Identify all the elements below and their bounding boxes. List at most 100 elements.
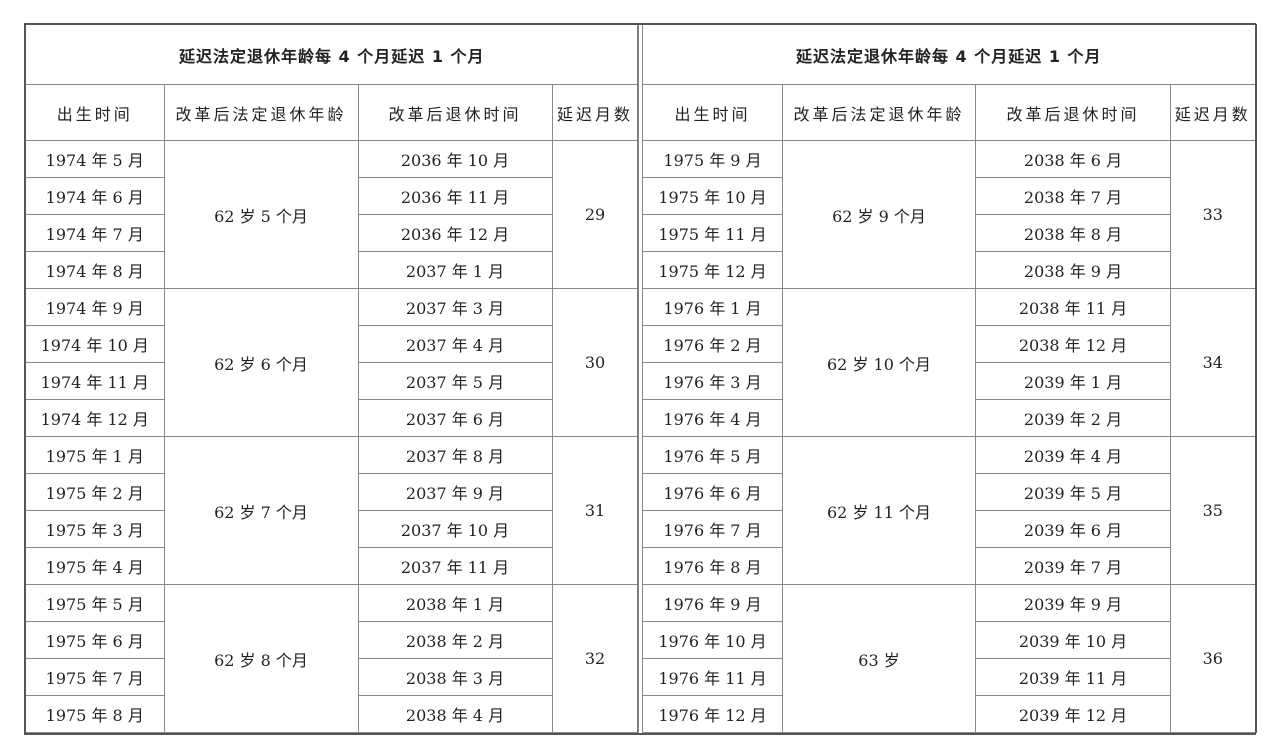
retirement-date-cell: 2038 年 4 月 (357, 695, 553, 733)
table-row: 1975 年 10 月 2038 年 7 月 (642, 177, 1256, 215)
birth-date-cell: 1974 年 10 月 (24, 325, 165, 363)
birth-date-cell: 1974 年 11 月 (24, 362, 165, 400)
retirement-date-cell: 2039 年 6 月 (975, 510, 1171, 548)
column-header: 改革后法定退休年龄 (163, 84, 359, 141)
top-border (24, 23, 1256, 25)
birth-date-cell: 1975 年 1 月 (24, 436, 165, 474)
table-row: 1975 年 6 月 2038 年 2 月 (24, 621, 638, 659)
delay-months-cell: 32 (551, 584, 639, 733)
table-row: 1975 年 8 月 2038 年 4 月 (24, 695, 638, 733)
retirement-date-cell: 2038 年 8 月 (975, 214, 1171, 252)
retirement-age-cell: 62 岁 9 个月 (782, 140, 976, 289)
retirement-table-left: 延迟法定退休年龄每 4 个月延迟 1 个月 出生时间 改革后法定退休年龄 改革后退休时… (24, 24, 639, 733)
retirement-date-cell: 2039 年 12 月 (975, 695, 1171, 733)
retirement-date-cell: 2039 年 9 月 (975, 584, 1171, 622)
retirement-date-cell: 2037 年 1 月 (357, 251, 553, 289)
table-row: 1976 年 10 月 2039 年 10 月 (642, 621, 1256, 659)
birth-date-cell: 1975 年 6 月 (24, 621, 165, 659)
column-header: 延迟月数 (1170, 84, 1256, 141)
retirement-age-cell: 63 岁 (782, 584, 976, 733)
retirement-date-cell: 2036 年 12 月 (357, 214, 553, 252)
retirement-date-cell: 2037 年 4 月 (357, 325, 553, 363)
retirement-date-cell: 2037 年 10 月 (357, 510, 553, 548)
retirement-date-cell: 2038 年 2 月 (357, 621, 553, 659)
retirement-date-cell: 2039 年 7 月 (975, 547, 1171, 585)
birth-date-cell: 1975 年 2 月 (24, 473, 165, 511)
birth-date-cell: 1976 年 7 月 (642, 510, 783, 548)
retirement-date-cell: 2037 年 11 月 (357, 547, 553, 585)
table-row: 1975 年 11 月 2038 年 8 月 (642, 214, 1256, 252)
table-row: 1975 年 5 月 62 岁 8 个月 2038 年 1 月 32 (24, 584, 639, 733)
retirement-date-cell: 2038 年 12 月 (975, 325, 1171, 363)
table-row: 1976 年 12 月 2039 年 12 月 (642, 695, 1256, 733)
birth-date-cell: 1975 年 10 月 (642, 177, 783, 215)
table-title: 延迟法定退休年龄每 4 个月延迟 1 个月 (642, 24, 1256, 85)
bottom-border (24, 733, 1256, 735)
birth-date-cell: 1976 年 2 月 (642, 325, 783, 363)
header-row: 出生时间 改革后法定退休年龄 改革后退休时间 延迟月数 (642, 84, 1256, 141)
birth-date-cell: 1975 年 8 月 (24, 695, 165, 733)
retirement-age-cell: 62 岁 6 个月 (163, 288, 359, 437)
table-row: 1974 年 8 月 2037 年 1 月 (24, 251, 638, 289)
birth-date-cell: 1975 年 12 月 (642, 251, 783, 289)
retirement-date-cell: 2037 年 3 月 (357, 288, 553, 326)
birth-date-cell: 1974 年 7 月 (24, 214, 165, 252)
column-header: 出生时间 (642, 84, 783, 141)
table-row: 1976 年 1 月 62 岁 10 个月 2038 年 11 月 34 (642, 288, 1256, 437)
retirement-age-cell: 62 岁 5 个月 (163, 140, 359, 289)
table-row: 1975 年 12 月 2038 年 9 月 (642, 251, 1256, 289)
retirement-date-cell: 2039 年 5 月 (975, 473, 1171, 511)
delay-months-cell: 29 (551, 140, 639, 289)
delay-months-cell: 35 (1170, 436, 1256, 585)
table-row: 1974 年 5 月 62 岁 5 个月 2036 年 10 月 29 (24, 140, 639, 289)
column-header: 延迟月数 (551, 84, 639, 141)
retirement-table-right: 延迟法定退休年龄每 4 个月延迟 1 个月 出生时间 改革后法定退休年龄 改革后退休时… (642, 24, 1257, 733)
birth-date-cell: 1976 年 12 月 (642, 695, 783, 733)
birth-date-cell: 1975 年 5 月 (24, 584, 165, 622)
table-row: 1975 年 2 月 2037 年 9 月 (24, 473, 638, 511)
table-row: 1974 年 6 月 2036 年 11 月 (24, 177, 638, 215)
table-row: 1976 年 7 月 2039 年 6 月 (642, 510, 1256, 548)
retirement-date-cell: 2038 年 1 月 (357, 584, 553, 622)
table-row: 1976 年 3 月 2039 年 1 月 (642, 362, 1256, 400)
column-header: 出生时间 (24, 84, 165, 141)
retirement-date-cell: 2037 年 5 月 (357, 362, 553, 400)
retirement-date-cell: 2038 年 6 月 (975, 140, 1171, 178)
retirement-date-cell: 2036 年 11 月 (357, 177, 553, 215)
birth-date-cell: 1976 年 6 月 (642, 473, 783, 511)
retirement-date-cell: 2036 年 10 月 (357, 140, 553, 178)
table-row: 1975 年 1 月 62 岁 7 个月 2037 年 8 月 31 (24, 436, 639, 585)
retirement-date-cell: 2037 年 9 月 (357, 473, 553, 511)
retirement-date-cell: 2038 年 11 月 (975, 288, 1171, 326)
retirement-age-cell: 62 岁 11 个月 (782, 436, 976, 585)
birth-date-cell: 1976 年 11 月 (642, 658, 783, 696)
delay-months-cell: 34 (1170, 288, 1256, 437)
birth-date-cell: 1975 年 3 月 (24, 510, 165, 548)
birth-date-cell: 1976 年 8 月 (642, 547, 783, 585)
delay-months-cell: 36 (1170, 584, 1256, 733)
birth-date-cell: 1975 年 4 月 (24, 547, 165, 585)
retirement-age-cell: 62 岁 10 个月 (782, 288, 976, 437)
birth-date-cell: 1976 年 1 月 (642, 288, 783, 326)
retirement-date-cell: 2038 年 7 月 (975, 177, 1171, 215)
retirement-date-cell: 2039 年 10 月 (975, 621, 1171, 659)
table-row: 1974 年 10 月 2037 年 4 月 (24, 325, 638, 363)
table-divider (637, 24, 638, 734)
table-title: 延迟法定退休年龄每 4 个月延迟 1 个月 (24, 24, 639, 85)
birth-date-cell: 1975 年 9 月 (642, 140, 783, 178)
retirement-date-cell: 2038 年 3 月 (357, 658, 553, 696)
retirement-date-cell: 2039 年 4 月 (975, 436, 1171, 474)
birth-date-cell: 1976 年 4 月 (642, 399, 783, 437)
table-row: 1975 年 9 月 62 岁 9 个月 2038 年 6 月 33 (642, 140, 1256, 289)
birth-date-cell: 1974 年 12 月 (24, 399, 165, 437)
table-row: 1976 年 9 月 63 岁 2039 年 9 月 36 (642, 584, 1256, 733)
retirement-date-cell: 2039 年 2 月 (975, 399, 1171, 437)
retirement-date-cell: 2038 年 9 月 (975, 251, 1171, 289)
birth-date-cell: 1974 年 6 月 (24, 177, 165, 215)
table-row: 1975 年 4 月 2037 年 11 月 (24, 547, 638, 585)
retirement-date-cell: 2037 年 6 月 (357, 399, 553, 437)
table-row: 1975 年 7 月 2038 年 3 月 (24, 658, 638, 696)
table-row: 1976 年 5 月 62 岁 11 个月 2039 年 4 月 35 (642, 436, 1256, 585)
table-row: 1974 年 11 月 2037 年 5 月 (24, 362, 638, 400)
table-row: 1975 年 3 月 2037 年 10 月 (24, 510, 638, 548)
